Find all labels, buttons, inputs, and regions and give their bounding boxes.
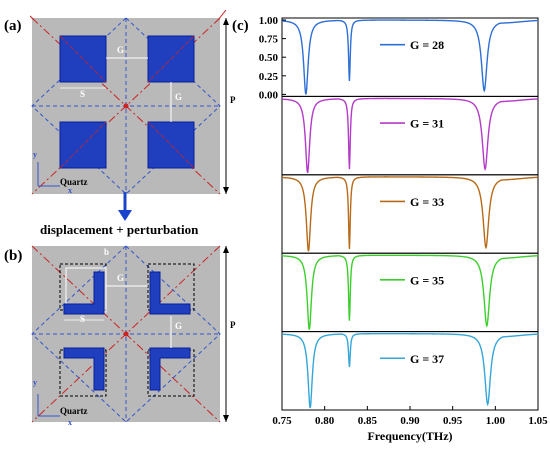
panel-frame (281, 95, 539, 176)
metal-l-tl (63, 271, 105, 315)
gap-label-a2: G (175, 92, 183, 102)
series-line (281, 19, 539, 95)
unit-cell-a (30, 10, 229, 195)
y-tick-label: 0.00 (259, 89, 279, 101)
x-tick-label: 1.00 (486, 415, 506, 427)
metal-l-br (149, 347, 191, 391)
series-line (281, 176, 539, 252)
axis-x-b: x (68, 418, 72, 427)
period-label-a: P (230, 95, 236, 105)
axis-x-a: x (68, 186, 72, 195)
y-tick-label: 0.25 (259, 71, 279, 83)
metal-l-bl (63, 347, 105, 391)
unit-cell-b (31, 245, 229, 423)
gap-label-a1: G (117, 45, 125, 55)
panel-frame (281, 174, 539, 254)
size-label-b: S (80, 314, 86, 324)
transition-arrow (118, 192, 132, 221)
x-axis-label: Frequency(THz) (367, 429, 452, 443)
quartz-label-b: Quartz (60, 406, 88, 416)
panel-frame (281, 252, 539, 333)
legend-label: G = 31 (410, 117, 444, 131)
legend-label: G = 28 (410, 38, 444, 52)
series-line (281, 332, 539, 409)
y-tick-label: 0.75 (259, 34, 279, 46)
legend-label: G = 35 (410, 273, 444, 287)
axis-y-b: y (33, 378, 37, 387)
metal-l-tr (149, 271, 191, 315)
panel-c-label: (c) (232, 18, 249, 34)
panel-b-label: (b) (4, 248, 23, 264)
quartz-label-a: Quartz (60, 177, 88, 187)
offset-label-b: b (104, 247, 110, 257)
legend-label: G = 33 (410, 195, 444, 209)
x-tick-label: 0.80 (315, 415, 335, 427)
legend-label: G = 37 (410, 352, 444, 366)
x-tick-label: 0.75 (272, 415, 292, 427)
gap-label-b2: G (175, 321, 183, 331)
gap-label-b1: G (117, 273, 125, 283)
panel-frame (281, 17, 539, 97)
y-tick-label: 0.50 (259, 52, 279, 64)
x-tick-label: 0.85 (358, 415, 378, 427)
axis-y-a: y (33, 150, 37, 159)
series-line (281, 254, 539, 330)
series-line (281, 97, 539, 173)
x-tick-label: 0.95 (443, 415, 463, 427)
y-tick-label: 1.00 (259, 15, 279, 27)
panel-a-label: (a) (4, 18, 22, 34)
transition-text: displacement + perturbation (40, 222, 199, 237)
x-tick-label: 0.90 (400, 415, 420, 427)
size-label-a: S (80, 89, 86, 99)
x-tick-label: 1.05 (528, 415, 548, 427)
panel-frame (281, 331, 539, 411)
period-label-b: P (230, 320, 236, 330)
